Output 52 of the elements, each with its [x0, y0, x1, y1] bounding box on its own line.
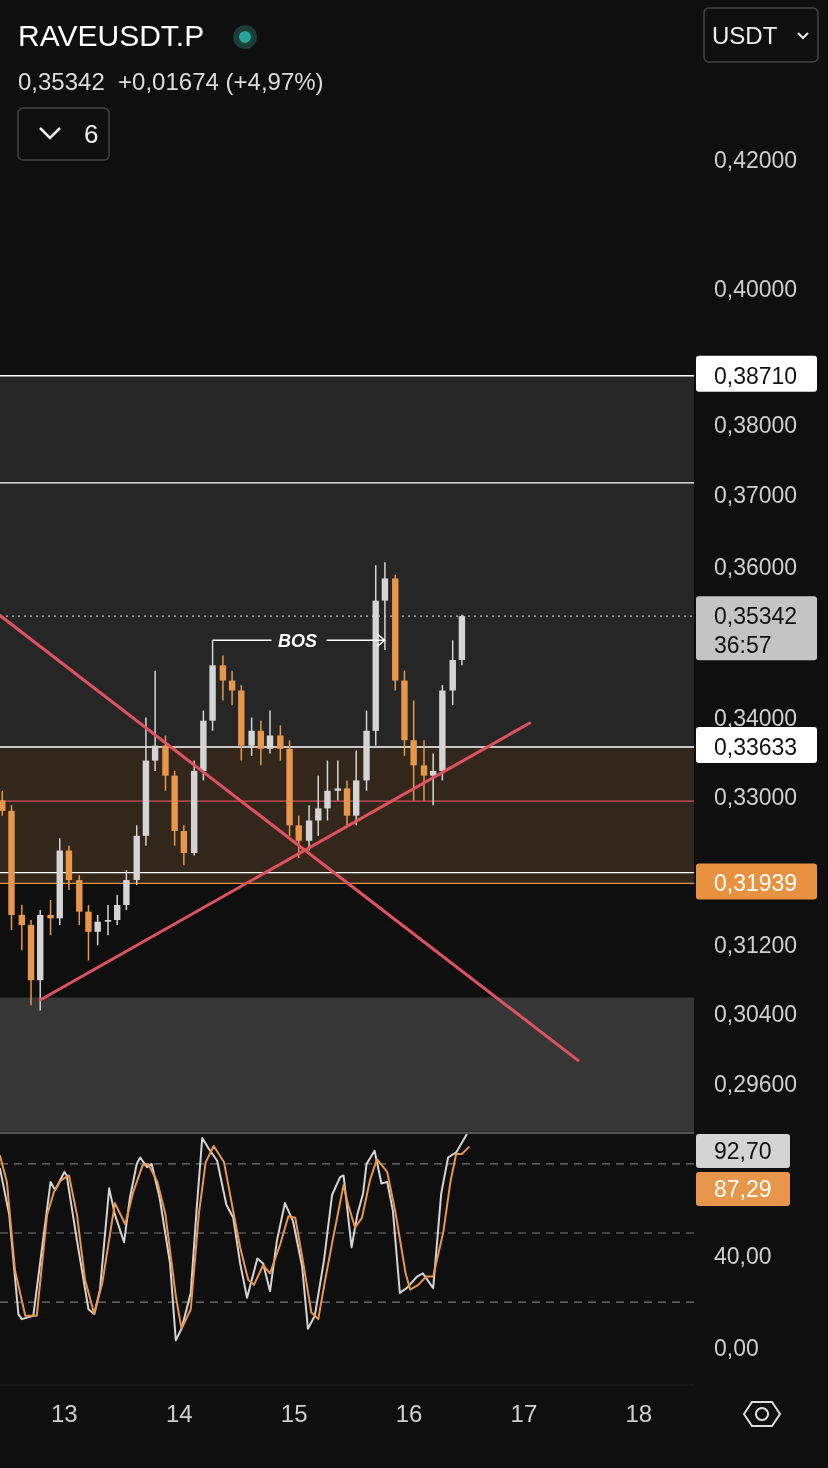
candlestick: [277, 724, 284, 762]
annotation: BOS: [278, 630, 318, 651]
candlestick: [381, 561, 389, 651]
x-tick-label: 13: [50, 1400, 78, 1428]
candlestick: [18, 904, 26, 952]
y-tick-label: 0,33000: [714, 784, 798, 811]
candlestick: [114, 894, 121, 926]
ref-line-label: 0,38710: [714, 362, 798, 389]
ref-line-label: 0,35342 36:57: [714, 603, 798, 659]
text: 92,70: [714, 1138, 772, 1165]
candlestick: [266, 709, 274, 755]
y-tick-label: 0,36000: [714, 554, 798, 581]
candlestick: [295, 814, 302, 859]
y-tick-label: 0,30400: [714, 1000, 798, 1027]
text: 87,29: [714, 1176, 772, 1203]
candlestick: [180, 824, 188, 867]
y-tick-label: 0,37000: [714, 482, 798, 509]
candlestick: [429, 752, 437, 806]
candlestick: [315, 774, 322, 837]
candlestick: [0, 790, 6, 817]
ref-line-label: 0,31939: [714, 870, 798, 897]
ref-line-label: 0,33633: [714, 734, 798, 761]
candlestick: [420, 739, 428, 802]
y-tick-label: 0,31200: [714, 932, 798, 959]
candlestick: [219, 654, 227, 702]
annotation: 6: [84, 119, 99, 149]
text: RAVEUSDT.P: [18, 19, 205, 52]
candlestick: [94, 914, 101, 947]
y-tick-label: 40,00: [714, 1243, 772, 1270]
candlestick: [228, 669, 236, 706]
candlestick: [257, 719, 265, 767]
text: USDT: [712, 22, 778, 49]
y-tick-label: 0,00: [714, 1335, 759, 1362]
text: 0,35342 +0,01674 (+4,97%): [18, 68, 324, 95]
candlestick: [85, 904, 92, 962]
x-tick-label: 18: [625, 1400, 653, 1428]
x-tick-label: 15: [280, 1400, 308, 1428]
candlestick: [305, 804, 313, 852]
candlestick: [47, 899, 54, 936]
candlestick: [324, 759, 331, 822]
y-tick-label: 0,38000: [714, 411, 798, 438]
x-tick-label: 16: [395, 1400, 423, 1428]
x-tick-label: 14: [165, 1400, 193, 1428]
y-tick-label: 0,29600: [714, 1071, 798, 1098]
x-tick-label: 17: [510, 1400, 538, 1428]
candlestick: [151, 669, 159, 772]
y-tick-label: 0,42000: [714, 147, 798, 174]
y-tick-label: 0,34000: [714, 705, 798, 732]
candlestick: [104, 904, 112, 936]
candlestick: [248, 716, 255, 757]
candlestick: [334, 759, 342, 802]
y-tick-label: 0,40000: [714, 276, 798, 303]
